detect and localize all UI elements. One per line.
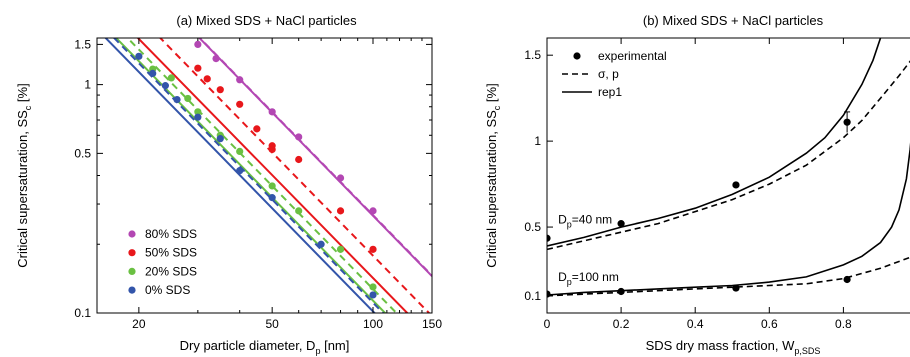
data-point-2-3 [194,108,202,116]
experimental-point-2 [732,181,740,189]
data-point-1-4 [253,125,261,133]
data-point-1-0 [194,64,202,72]
legend-marker [128,230,136,238]
chart-title-a: (a) Mixed SDS + NaCl particles [176,13,357,28]
data-point-0-4 [295,133,303,141]
data-point-1-6 [268,145,276,154]
y-tick-label: 0.1 [524,289,541,303]
data-point-1-3 [236,100,244,108]
plot-area-b [547,38,910,298]
data-point-1-1 [203,75,211,83]
legend-label: 50% SDS [145,246,197,260]
legend-marker [573,52,581,60]
y-axis-label-b: Critical supersaturation, SSc [%] [484,83,502,267]
data-point-0-2 [236,76,244,84]
panel-b: 0 0.2 0.4 0.6 0.8 0.1 0.5 1 1.5 (b) Mixed SDS + N… [484,13,910,356]
data-point-2-6 [268,182,276,190]
y-tick-label: 0.5 [74,146,91,160]
legend-b: experimental σ, p rep1 [562,49,667,99]
model-curve-dashed-1 [547,60,910,251]
data-point-1-2 [216,86,224,94]
data-point-3-4 [194,113,202,121]
model-curve-dashed-3 [547,256,910,297]
legend-marker [128,267,136,275]
y-tick-label: 0.1 [74,306,91,320]
experimental-point-3 [843,118,851,126]
model-curve-solid-0 [547,38,882,247]
data-point-3-6 [236,167,244,175]
chart-title-b: (b) Mixed SDS + NaCl particles [643,13,824,28]
annotation-diameter: Dp=100 nm [558,270,619,287]
y-axis-label-a: Critical supersaturation, SSc [%] [15,83,33,267]
experimental-point-0 [547,234,551,242]
experimental-point-7 [843,275,851,284]
y-tick-label: 1.5 [524,48,541,62]
x-axis-label-a: Dry particle diameter, Dp [nm] [180,338,350,356]
data-point-1-7 [295,155,303,164]
data-point-3-2 [161,82,169,90]
experimental-point-1 [617,220,625,228]
experimental-point-6 [732,284,740,292]
x-tick-label: 0 [544,317,551,331]
legend-label: σ, p [598,67,619,81]
data-point-3-8 [317,240,325,248]
legend-marker [128,249,136,257]
x-axis-label-b: SDS dry mass fraction, Wp,SDS [646,338,821,356]
legend-a: 80% SDS 50% SDS 20% SDS 0% SDS [128,227,197,297]
data-point-0-5 [336,174,345,182]
fit-line-solid-3 [104,38,376,313]
legend-label: experimental [598,49,667,63]
data-point-2-8 [336,245,345,253]
data-point-3-7 [268,194,276,202]
data-point-3-9 [369,291,377,299]
legend-label: rep1 [598,85,622,99]
legend-label: 80% SDS [145,227,197,241]
fit-line-dashed-3 [112,38,385,313]
legend-label: 0% SDS [145,283,190,297]
data-point-1-8 [336,207,345,215]
legend-label: 20% SDS [145,264,197,278]
data-point-3-3 [173,95,181,104]
x-tick-label: 0.4 [687,317,704,331]
data-point-0-6 [369,207,377,215]
fit-line-dashed-0 [198,38,432,277]
data-point-2-2 [184,94,192,103]
panel-a: 20 50 100 150 0.1 0.5 1 1.5 (a) Mixed SDS + NaCl… [15,13,442,356]
fit-line-dashed-1 [158,38,431,313]
model-curve-solid-2 [547,142,910,296]
y-tick-label: 1.5 [74,37,91,51]
axes-frame-b [546,37,910,314]
plot-area-a [104,38,432,313]
x-tick-label: 0.2 [613,317,630,331]
data-point-2-7 [295,207,303,215]
fit-line-solid-1 [136,38,409,313]
data-point-2-9 [369,283,377,291]
fit-line-solid-2 [114,38,387,313]
x-tick-label: 0.8 [835,317,852,331]
x-tick-label: 100 [363,317,383,331]
data-point-0-0 [194,40,202,49]
y-tick-label: 1 [84,78,91,92]
data-point-1-9 [369,245,377,253]
x-tick-label: 20 [132,317,146,331]
annotation-diameter: Dp=40 nm [558,213,612,230]
data-point-0-1 [212,54,220,63]
x-tick-label: 0.6 [761,317,778,331]
experimental-point-5 [617,287,625,296]
data-point-3-1 [149,69,157,77]
fit-line-dashed-2 [126,38,398,313]
data-point-3-0 [135,52,143,60]
data-point-3-5 [216,135,224,143]
y-tick-label: 0.5 [524,220,541,234]
data-point-2-1 [167,74,175,82]
x-tick-label: 150 [422,317,442,331]
data-point-0-3 [268,108,276,116]
data-point-2-5 [236,147,244,156]
y-tick-label: 1 [534,134,541,148]
x-tick-label: 50 [265,317,279,331]
legend-marker [128,286,136,294]
